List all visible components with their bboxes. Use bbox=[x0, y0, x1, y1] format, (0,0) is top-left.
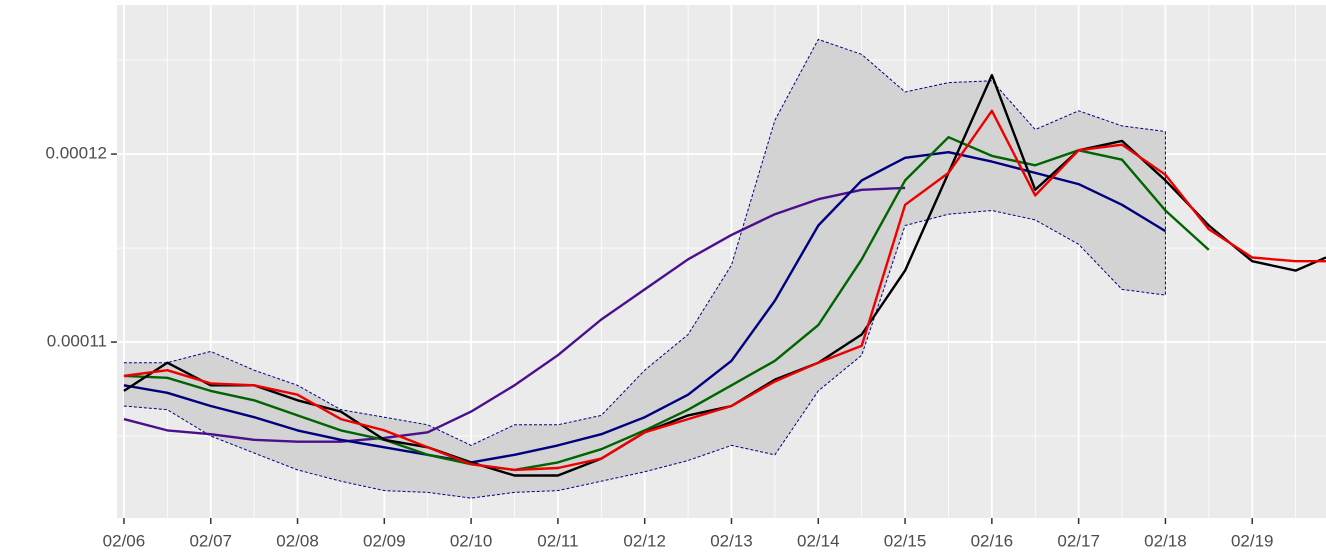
x-tick-label: 02/19 bbox=[1231, 531, 1274, 550]
line bbox=[123, 109, 1326, 472]
x-tick-label: 02/17 bbox=[1057, 531, 1100, 550]
x-tick-label: 02/13 bbox=[710, 531, 753, 550]
x-tick-label: 02/12 bbox=[623, 531, 666, 550]
x-tick-label: 02/15 bbox=[884, 531, 927, 550]
x-tick-label: 02/16 bbox=[971, 531, 1014, 550]
line bbox=[123, 136, 1210, 472]
x-tick-label: 02/06 bbox=[103, 531, 146, 550]
band-lower bbox=[123, 209, 1166, 499]
line bbox=[123, 186, 906, 443]
x-tick-label: 02/18 bbox=[1144, 531, 1187, 550]
x-tick-label: 02/09 bbox=[363, 531, 406, 550]
x-tick-label: 02/11 bbox=[537, 531, 578, 550]
x-tick-label: 02/10 bbox=[450, 531, 493, 550]
x-tick-label: 02/08 bbox=[276, 531, 319, 550]
x-tick-label: 02/07 bbox=[189, 531, 232, 550]
y-tick-label: 0.00012 bbox=[46, 144, 107, 163]
band-upper bbox=[123, 38, 1166, 446]
y-tick-label: 0.00011 bbox=[47, 332, 107, 351]
line bbox=[123, 151, 1167, 464]
band-fill bbox=[123, 39, 1166, 499]
x-tick-label: 02/14 bbox=[797, 531, 840, 550]
